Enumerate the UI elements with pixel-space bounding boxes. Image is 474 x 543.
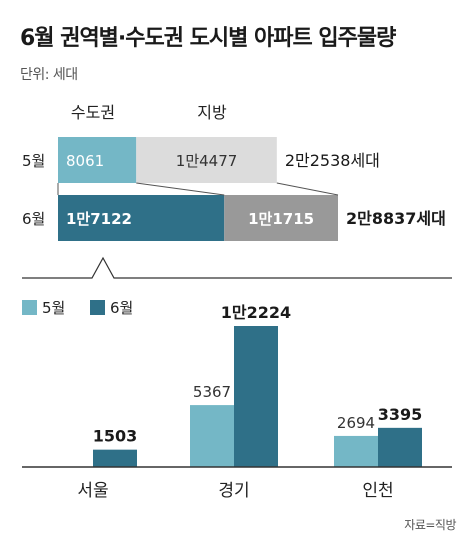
section-pointer-line bbox=[22, 256, 452, 279]
bar-june bbox=[378, 427, 422, 467]
chart-title: 6월 권역별·수도권 도시별 아파트 입주물량 bbox=[20, 26, 396, 51]
provincial-bar bbox=[136, 137, 277, 183]
segment-label-provincial: 지방 bbox=[197, 103, 227, 122]
metro-value-label: 1만7122 bbox=[66, 210, 132, 228]
legend-swatch-june bbox=[90, 300, 105, 315]
data-label-june: 1503 bbox=[93, 427, 138, 446]
city-label: 서울 bbox=[77, 481, 108, 501]
legend-label-may: 5월 bbox=[42, 299, 65, 317]
data-label-may: 5367 bbox=[193, 383, 231, 401]
row-label: 5월 bbox=[22, 152, 45, 170]
city-label: 인천 bbox=[362, 481, 393, 501]
segment-label-metro: 수도권 bbox=[71, 103, 115, 122]
legend-swatch-may bbox=[22, 300, 37, 315]
bar-may bbox=[190, 405, 234, 467]
bar-june bbox=[234, 326, 278, 467]
connector-line-metro bbox=[136, 182, 225, 196]
provincial-value-label: 1만4477 bbox=[176, 152, 238, 170]
provincial-value-label: 1만1715 bbox=[248, 210, 314, 228]
metro-bar bbox=[58, 195, 225, 241]
source-label: 자료=직방 bbox=[404, 518, 456, 532]
city-label: 경기 bbox=[218, 481, 249, 501]
data-label-may: 2694 bbox=[337, 414, 375, 432]
row-label: 6월 bbox=[22, 210, 45, 228]
data-label-june: 3395 bbox=[378, 405, 423, 424]
metro-bar bbox=[58, 137, 137, 183]
metro-value-label: 8061 bbox=[66, 152, 104, 170]
bar-may bbox=[334, 435, 378, 467]
data-label-june: 1만2224 bbox=[221, 303, 291, 322]
total-label: 2만8837세대 bbox=[346, 209, 446, 228]
total-label: 2만2538세대 bbox=[285, 151, 380, 170]
provincial-bar bbox=[224, 195, 338, 241]
legend-label-june: 6월 bbox=[110, 299, 133, 317]
bar-june bbox=[93, 449, 137, 467]
connector-line-total bbox=[276, 182, 339, 196]
unit-label: 단위: 세대 bbox=[20, 67, 78, 83]
